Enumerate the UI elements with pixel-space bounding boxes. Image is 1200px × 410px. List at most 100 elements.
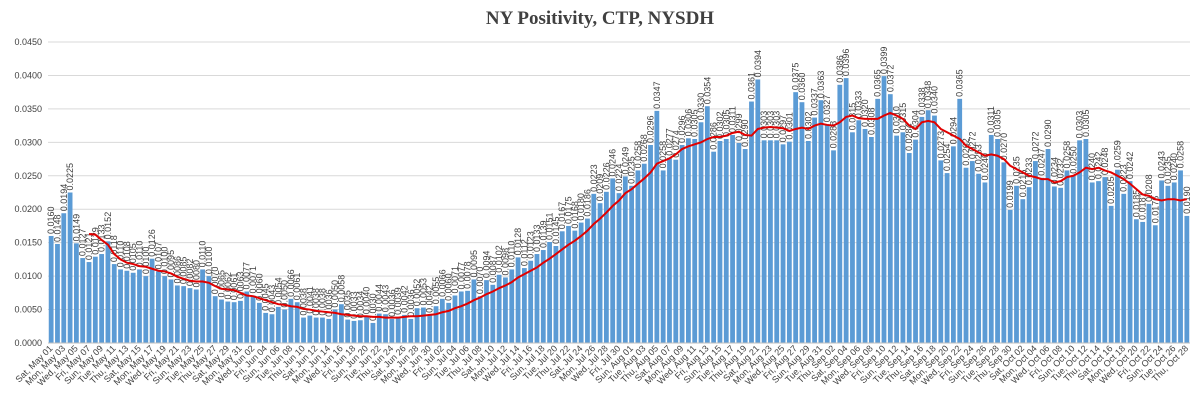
data-label: 0.0044: [374, 284, 384, 312]
bar: [351, 320, 357, 343]
bar: [282, 309, 287, 343]
bar: [477, 296, 483, 343]
bar: [578, 222, 584, 343]
bar: [932, 115, 937, 343]
data-label: 0.0304: [911, 110, 921, 138]
data-label: 0.0235: [1163, 156, 1173, 184]
data-label: 0.0038: [311, 288, 321, 316]
y-tick-label: 0.0200: [14, 204, 42, 214]
data-label: 0.0302: [803, 111, 813, 139]
data-label: 0.0070: [210, 267, 220, 295]
bar: [641, 163, 647, 343]
data-label: 0.0302: [715, 111, 725, 139]
bar: [307, 315, 313, 343]
bar: [111, 264, 117, 343]
bar: [446, 302, 452, 343]
data-label: 0.0242: [1094, 152, 1104, 180]
bar: [717, 140, 723, 343]
bar: [686, 138, 691, 343]
bar: [484, 280, 489, 343]
data-label: 0.0040: [362, 287, 372, 315]
bar: [667, 157, 672, 343]
bar: [1159, 180, 1165, 343]
data-label: 0.0270: [999, 133, 1009, 161]
data-label: 0.0306: [683, 109, 693, 137]
bar: [256, 302, 262, 343]
data-label: 0.0246: [608, 149, 618, 177]
bar: [1064, 170, 1070, 343]
bar: [679, 145, 685, 343]
data-label: 0.0121: [84, 233, 94, 261]
data-label: 0.0078: [463, 261, 473, 289]
bar: [818, 100, 824, 344]
data-label: 0.0272: [1030, 132, 1040, 160]
bar: [244, 291, 250, 343]
data-label: 0.0065: [217, 270, 227, 298]
bar: [48, 235, 54, 343]
y-tick-label: 0.0100: [14, 271, 42, 281]
data-label: 0.0127: [78, 229, 88, 257]
bar: [1058, 187, 1064, 343]
data-label: 0.0303: [759, 111, 769, 139]
data-label: 0.0320: [860, 99, 870, 127]
data-label: 0.0247: [1037, 148, 1047, 176]
data-label: 0.0042: [399, 285, 409, 313]
data-label: 0.0243: [1157, 151, 1167, 179]
data-label: 0.0126: [147, 229, 157, 257]
data-label: 0.0259: [1112, 140, 1122, 168]
data-label: 0.0303: [772, 111, 782, 139]
data-label: 0.0133: [532, 225, 542, 253]
data-label: 0.0249: [620, 147, 630, 175]
data-label: 0.0233: [1024, 158, 1034, 186]
bar: [925, 110, 931, 343]
data-label: 0.0258: [1062, 141, 1072, 169]
data-label: 0.0232: [1056, 158, 1066, 186]
bar: [414, 308, 420, 343]
data-label: 0.0100: [160, 247, 170, 275]
bar: [503, 277, 508, 343]
data-label: 0.0034: [355, 291, 365, 319]
bar: [370, 322, 376, 343]
data-label: 0.0043: [381, 285, 391, 313]
bar: [212, 296, 218, 343]
bar: [1096, 181, 1101, 343]
bar: [1171, 182, 1177, 343]
data-label: 0.0062: [223, 272, 233, 300]
bar: [1033, 161, 1038, 343]
data-label: 0.0250: [1068, 146, 1078, 174]
bar: [862, 128, 868, 343]
bar: [995, 138, 1000, 343]
bar: [938, 160, 944, 343]
bar: [610, 178, 616, 343]
bar: [660, 170, 666, 343]
data-label: 0.0394: [753, 50, 763, 78]
data-label: 0.0337: [810, 88, 820, 116]
data-label: 0.0152: [103, 212, 113, 240]
bar: [206, 276, 212, 343]
bar: [976, 173, 982, 343]
data-label: 0.0176: [1150, 196, 1160, 224]
bar: [1020, 199, 1026, 343]
bar: [263, 312, 269, 343]
data-label: 0.0050: [280, 280, 290, 308]
data-label: 0.0077: [456, 262, 466, 290]
data-label: 0.0226: [601, 162, 611, 190]
bar: [1108, 205, 1114, 343]
data-label: 0.0311: [728, 106, 738, 133]
bar: [805, 140, 811, 343]
data-label: 0.0299: [734, 113, 744, 141]
data-label: 0.0139: [538, 220, 548, 248]
y-tick-label: 0.0350: [14, 104, 42, 114]
bar: [433, 306, 439, 343]
data-label: 0.0102: [494, 245, 504, 273]
bar: [320, 317, 325, 343]
data-label: 0.0160: [46, 206, 56, 234]
bar: [1026, 187, 1032, 343]
bar: [875, 98, 881, 343]
bar: [1089, 182, 1095, 343]
data-label: 0.0223: [589, 164, 599, 192]
data-label: 0.0338: [917, 87, 927, 115]
data-label: 0.0058: [336, 275, 346, 303]
bar: [1165, 185, 1171, 343]
